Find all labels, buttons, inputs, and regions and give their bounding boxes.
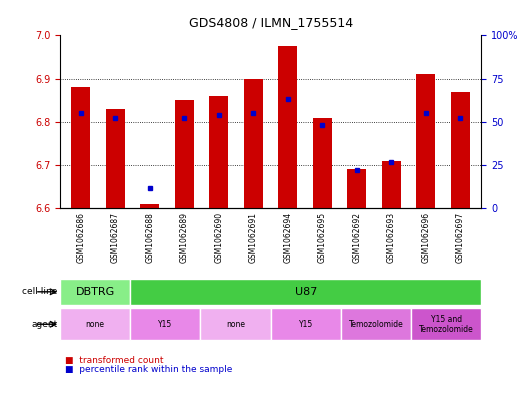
Text: agent: agent xyxy=(31,320,58,329)
Bar xyxy=(278,46,298,208)
Bar xyxy=(60,308,130,340)
Text: GSM1062694: GSM1062694 xyxy=(283,212,292,263)
Bar xyxy=(451,92,470,208)
Text: Temozolomide: Temozolomide xyxy=(348,320,403,329)
Text: none: none xyxy=(226,320,245,329)
Text: U87: U87 xyxy=(294,287,317,297)
Bar xyxy=(341,308,411,340)
Text: Y15: Y15 xyxy=(299,320,313,329)
Bar xyxy=(382,161,401,208)
Text: GSM1062690: GSM1062690 xyxy=(214,212,223,263)
Bar xyxy=(130,308,200,340)
Text: Y15 and
Temozolomide: Y15 and Temozolomide xyxy=(419,314,473,334)
Bar xyxy=(200,308,271,340)
Text: DBTRG: DBTRG xyxy=(76,287,115,297)
Text: GSM1062687: GSM1062687 xyxy=(111,212,120,263)
Bar xyxy=(60,279,130,305)
Text: GSM1062697: GSM1062697 xyxy=(456,212,465,263)
Text: GSM1062696: GSM1062696 xyxy=(422,212,430,263)
Bar xyxy=(416,74,436,208)
Text: GSM1062688: GSM1062688 xyxy=(145,212,154,263)
Text: GDS4808 / ILMN_1755514: GDS4808 / ILMN_1755514 xyxy=(189,17,353,29)
Text: GSM1062692: GSM1062692 xyxy=(353,212,361,263)
Bar xyxy=(71,87,90,208)
Text: Y15: Y15 xyxy=(158,320,173,329)
Bar xyxy=(347,169,367,208)
Text: ■  transformed count: ■ transformed count xyxy=(65,356,164,365)
Text: cell line: cell line xyxy=(22,287,58,296)
Bar xyxy=(140,204,160,208)
Bar xyxy=(130,279,481,305)
Text: GSM1062693: GSM1062693 xyxy=(387,212,396,263)
Bar xyxy=(209,96,229,208)
Text: ■  percentile rank within the sample: ■ percentile rank within the sample xyxy=(65,365,233,374)
Text: GSM1062686: GSM1062686 xyxy=(76,212,85,263)
Text: none: none xyxy=(86,320,105,329)
Text: GSM1062691: GSM1062691 xyxy=(249,212,258,263)
Bar xyxy=(244,79,263,208)
Text: GSM1062695: GSM1062695 xyxy=(318,212,327,263)
Text: GSM1062689: GSM1062689 xyxy=(180,212,189,263)
Bar xyxy=(313,118,332,208)
Bar xyxy=(411,308,481,340)
Bar xyxy=(106,109,125,208)
Bar xyxy=(175,100,194,208)
Bar xyxy=(271,308,341,340)
